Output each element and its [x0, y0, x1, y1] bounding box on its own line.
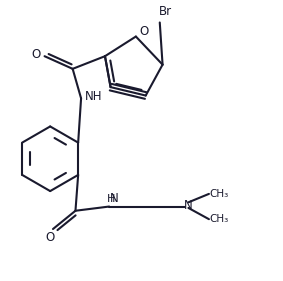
Text: Br: Br	[159, 5, 172, 18]
Text: CH₃: CH₃	[209, 214, 228, 224]
Text: H: H	[106, 194, 115, 204]
Text: CH₃: CH₃	[209, 189, 228, 199]
Text: N: N	[184, 199, 193, 212]
Text: O: O	[45, 231, 54, 244]
Text: O: O	[31, 48, 41, 61]
Text: NH: NH	[85, 90, 102, 103]
Text: O: O	[140, 25, 149, 38]
Text: N: N	[110, 192, 118, 205]
